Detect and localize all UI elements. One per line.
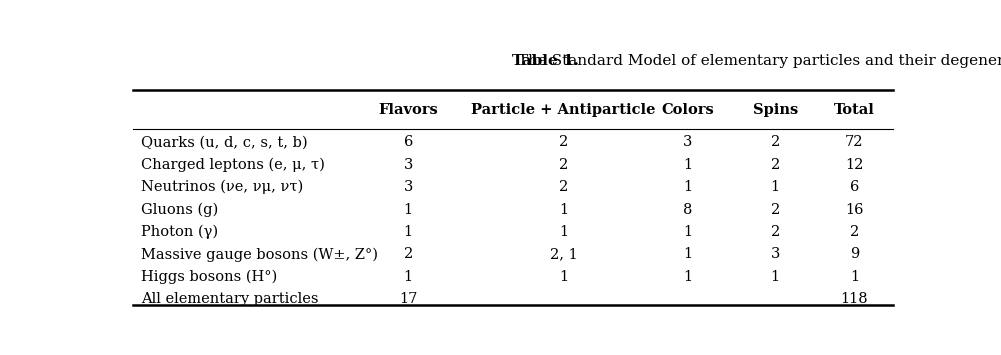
Text: Photon (γ): Photon (γ) [140,225,218,239]
Text: 1: 1 [771,180,780,194]
Text: 1: 1 [559,203,568,217]
Text: 2: 2 [771,203,780,217]
Text: 2: 2 [559,158,568,172]
Text: Neutrinos (νe, νμ, ντ): Neutrinos (νe, νμ, ντ) [140,180,303,195]
Text: Spins: Spins [753,103,798,116]
Text: 1: 1 [403,225,412,239]
Text: 1: 1 [683,180,692,194]
Text: The Standard Model of elementary particles and their degeneracies.: The Standard Model of elementary particl… [514,54,1001,67]
Text: 12: 12 [845,158,864,172]
Text: 1: 1 [403,270,412,284]
Text: 3: 3 [403,180,413,194]
Text: Charged leptons (e, μ, τ): Charged leptons (e, μ, τ) [140,158,324,172]
Text: 1: 1 [850,270,859,284]
Text: 2: 2 [771,135,780,149]
Text: 72: 72 [845,135,864,149]
Text: 1: 1 [771,270,780,284]
Text: 1: 1 [683,225,692,239]
Text: 2: 2 [559,135,568,149]
Text: Table 1.: Table 1. [513,54,580,67]
Text: 118: 118 [841,292,868,306]
Text: 2, 1: 2, 1 [550,247,578,261]
Text: 9: 9 [850,247,859,261]
Text: 1: 1 [559,270,568,284]
Text: 1: 1 [683,158,692,172]
Text: 1: 1 [683,247,692,261]
Text: 8: 8 [683,203,693,217]
Text: Quarks (u, d, c, s, t, b): Quarks (u, d, c, s, t, b) [140,135,307,149]
Text: 2: 2 [771,158,780,172]
Text: All elementary particles: All elementary particles [140,292,318,306]
Text: 1: 1 [403,203,412,217]
Text: Total: Total [834,103,875,116]
Text: Colors: Colors [662,103,714,116]
Text: Flavors: Flavors [378,103,438,116]
Text: 2: 2 [850,225,859,239]
Text: 3: 3 [683,135,693,149]
Text: 1: 1 [559,225,568,239]
Text: 3: 3 [771,247,780,261]
Text: Particle + Antiparticle: Particle + Antiparticle [471,103,656,116]
Text: Gluons (g): Gluons (g) [140,202,218,217]
Text: 6: 6 [403,135,413,149]
Text: Massive gauge bosons (W±, Z°): Massive gauge bosons (W±, Z°) [140,247,377,262]
Text: 2: 2 [559,180,568,194]
Text: Higgs bosons (H°): Higgs bosons (H°) [140,270,277,284]
Text: 17: 17 [399,292,417,306]
Text: 3: 3 [403,158,413,172]
Text: 16: 16 [845,203,864,217]
Text: 2: 2 [771,225,780,239]
Text: 2: 2 [403,247,412,261]
Text: 6: 6 [850,180,859,194]
Text: 1: 1 [683,270,692,284]
